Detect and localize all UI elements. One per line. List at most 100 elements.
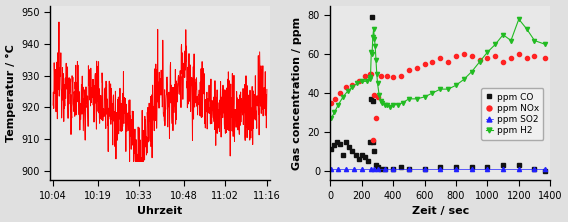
ppm H2 (381, 103, 388, 106)
ppm SO2 (382, 167, 389, 170)
ppm NOx (414, 66, 420, 69)
ppm H2 (328, 117, 335, 120)
ppm NOx (356, 80, 362, 83)
ppm NOx (508, 57, 515, 59)
ppm H2 (500, 33, 507, 36)
ppm H2 (437, 88, 444, 90)
ppm NOx (332, 97, 339, 100)
ppm CO (390, 167, 396, 170)
ppm CO (531, 167, 538, 170)
ppm H2 (370, 28, 377, 30)
ppm H2 (468, 70, 475, 73)
ppm SO2 (406, 167, 412, 170)
ppm H2 (374, 82, 381, 85)
ppm H2 (367, 76, 374, 79)
ppm H2 (399, 101, 406, 104)
ppm H2 (366, 78, 373, 81)
ppm SO2 (500, 167, 507, 170)
ppm SO2 (371, 167, 378, 170)
ppm NOx (523, 57, 530, 59)
ppm NOx (500, 61, 507, 63)
ppm NOx (406, 68, 412, 71)
ppm NOx (429, 61, 436, 63)
ppm CO (356, 158, 362, 161)
ppm CO (367, 140, 374, 143)
ppm CO (484, 166, 491, 168)
ppm CO (333, 140, 340, 143)
ppm NOx (468, 55, 475, 57)
ppm NOx (542, 57, 549, 59)
ppm NOx (453, 55, 460, 57)
ppm H2 (461, 78, 467, 81)
ppm SO2 (453, 167, 460, 170)
ppm SO2 (421, 167, 428, 170)
ppm NOx (492, 55, 499, 57)
ppm CO (437, 166, 444, 168)
ppm H2 (383, 103, 390, 106)
ppm H2 (372, 45, 379, 48)
ppm NOx (515, 53, 522, 56)
Line: ppm NOx: ppm NOx (329, 52, 548, 142)
ppm CO (362, 156, 369, 159)
ppm CO (500, 164, 507, 166)
ppm SO2 (374, 167, 381, 170)
ppm NOx (369, 138, 376, 141)
ppm CO (349, 150, 356, 153)
ppm CO (398, 166, 404, 168)
ppm H2 (369, 53, 375, 56)
ppm NOx (373, 117, 379, 120)
ppm NOx (390, 76, 396, 79)
ppm H2 (390, 103, 396, 106)
ppm CO (369, 16, 375, 19)
ppm H2 (375, 94, 382, 96)
ppm NOx (343, 86, 349, 89)
ppm H2 (335, 103, 342, 106)
X-axis label: Zeit / sec: Zeit / sec (412, 206, 469, 216)
ppm H2 (429, 92, 436, 94)
ppm H2 (406, 97, 412, 100)
ppm CO (365, 160, 371, 162)
ppm H2 (484, 51, 491, 54)
ppm H2 (377, 99, 384, 102)
ppm NOx (336, 92, 343, 94)
ppm H2 (373, 59, 379, 61)
Line: ppm H2: ppm H2 (329, 17, 548, 120)
ppm CO (421, 167, 428, 170)
ppm H2 (358, 80, 365, 83)
ppm CO (352, 154, 359, 157)
ppm H2 (363, 80, 370, 83)
ppm H2 (395, 103, 402, 106)
ppm H2 (515, 18, 522, 20)
ppm CO (371, 150, 378, 153)
ppm NOx (398, 74, 404, 77)
ppm NOx (328, 101, 335, 104)
ppm NOx (383, 74, 390, 77)
Legend: ppm CO, ppm NOx, ppm SO2, ppm H2: ppm CO, ppm NOx, ppm SO2, ppm H2 (481, 88, 544, 140)
ppm CO (382, 167, 389, 170)
ppm SO2 (350, 167, 357, 170)
ppm CO (373, 164, 379, 166)
ppm SO2 (542, 167, 549, 170)
ppm SO2 (515, 167, 522, 170)
ppm CO (328, 148, 335, 151)
ppm NOx (368, 72, 375, 75)
ppm H2 (373, 72, 380, 75)
ppm CO (340, 154, 346, 157)
ppm NOx (371, 94, 378, 96)
ppm SO2 (358, 167, 365, 170)
ppm CO (370, 140, 377, 143)
ppm H2 (421, 95, 428, 98)
ppm H2 (414, 97, 420, 100)
ppm CO (374, 166, 381, 168)
ppm NOx (461, 53, 467, 56)
ppm NOx (437, 57, 444, 59)
ppm CO (330, 144, 337, 147)
ppm CO (358, 154, 365, 157)
ppm H2 (492, 43, 499, 46)
ppm NOx (366, 72, 373, 75)
Y-axis label: Temperatur / °C: Temperatur / °C (6, 44, 16, 142)
ppm H2 (542, 43, 549, 46)
ppm H2 (508, 39, 515, 42)
ppm NOx (484, 57, 491, 59)
ppm CO (377, 167, 384, 170)
